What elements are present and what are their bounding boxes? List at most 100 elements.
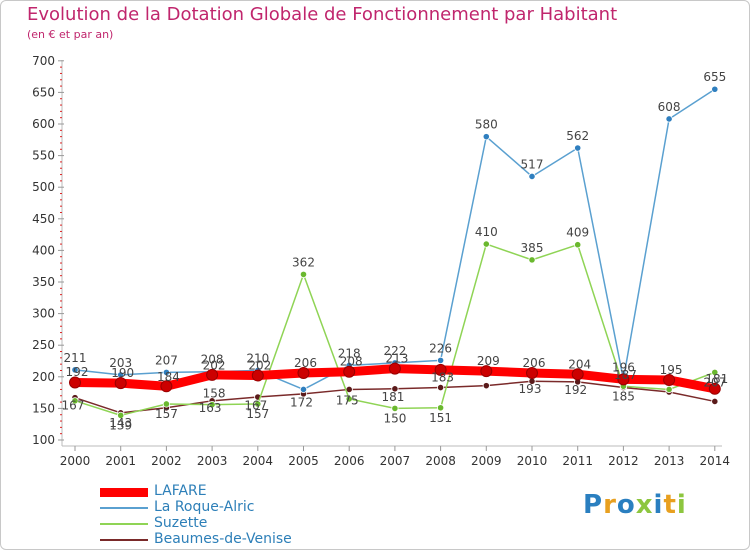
data-point	[665, 385, 673, 394]
data-point	[482, 133, 490, 141]
data-point	[711, 368, 719, 376]
data-label: 187	[614, 368, 637, 382]
data-label: 183	[431, 371, 454, 385]
data-label: 195	[660, 363, 683, 377]
x-tick-label: 2008	[425, 454, 456, 468]
data-label: 218	[338, 346, 361, 360]
data-point	[71, 397, 79, 405]
data-label: 655	[703, 70, 726, 84]
data-label: 151	[429, 411, 452, 425]
data-point	[162, 400, 170, 408]
x-tick-label: 2013	[654, 454, 685, 468]
data-point	[436, 356, 445, 364]
data-label: 207	[703, 375, 726, 389]
data-point	[254, 400, 262, 408]
data-label: 207	[155, 353, 178, 367]
logo-letter: i	[653, 490, 664, 520]
data-label: 203	[109, 356, 132, 370]
data-label: 175	[336, 394, 359, 408]
data-label: 222	[383, 344, 406, 358]
data-label: 163	[199, 401, 222, 415]
data-label: 185	[612, 389, 635, 403]
x-tick-label: 2004	[243, 454, 274, 468]
data-label: 409	[566, 226, 589, 240]
data-label: 167	[244, 399, 267, 413]
chart-subtitle: (en € et par an)	[27, 28, 114, 41]
x-tick-label: 2001	[105, 454, 136, 468]
data-label: 206	[294, 356, 317, 370]
y-tick-label: 450	[32, 212, 55, 226]
legend-swatch-suzette	[100, 523, 148, 525]
data-label: 190	[111, 366, 134, 380]
y-tick-label: 100	[32, 433, 55, 447]
data-label: 167	[62, 399, 85, 413]
data-label: 206	[523, 356, 546, 370]
logo-letter: P	[583, 490, 604, 520]
data-point	[299, 385, 308, 394]
data-point	[526, 367, 538, 380]
legend-swatch-beaumes-de-venise	[100, 539, 148, 541]
data-label: 226	[429, 341, 452, 355]
y-tick-label: 200	[32, 370, 55, 384]
x-tick-label: 2012	[608, 454, 639, 468]
data-point	[482, 382, 490, 390]
legend-label-suzette: Suzette	[154, 515, 208, 531]
x-tick-label: 2007	[380, 454, 411, 468]
data-label: 181	[705, 372, 728, 386]
data-label: 184	[157, 370, 180, 384]
data-label: 193	[519, 382, 542, 396]
data-point	[528, 256, 536, 264]
y-tick-label: 700	[32, 54, 55, 68]
data-point	[162, 368, 170, 376]
data-point	[711, 397, 719, 406]
logo-letter: i	[676, 490, 687, 520]
legend-swatch-lafare	[100, 488, 148, 497]
data-point	[388, 362, 401, 375]
data-label: 208	[201, 353, 224, 367]
data-point	[114, 377, 127, 390]
data-label: 208	[340, 355, 363, 369]
data-point	[208, 401, 216, 409]
chart-title: Evolution de la Dotation Globale de Fonc…	[27, 4, 618, 25]
y-tick-label: 650	[32, 85, 55, 99]
y-tick-label: 150	[32, 401, 55, 415]
data-label: 204	[568, 357, 591, 371]
data-point	[665, 115, 673, 123]
y-tick-label: 600	[32, 117, 55, 131]
data-point	[574, 144, 582, 152]
logo-letter: x	[635, 490, 654, 520]
logo-letter: r	[603, 490, 617, 520]
data-point	[391, 404, 399, 412]
data-point	[206, 368, 219, 381]
y-tick-label: 350	[32, 275, 55, 289]
data-label: 196	[612, 360, 635, 374]
x-tick-label: 2010	[517, 454, 548, 468]
data-label: 172	[290, 395, 313, 409]
data-point	[391, 385, 399, 393]
legend-label-la-roque-alric: La Roque-Alric	[154, 499, 255, 515]
x-tick-label: 2003	[197, 454, 228, 468]
data-point	[297, 367, 310, 380]
data-label: 202	[248, 359, 271, 373]
data-label: 410	[475, 225, 498, 239]
data-point	[480, 365, 493, 378]
data-label: 362	[292, 255, 315, 269]
data-point	[345, 395, 353, 403]
logo-letter: o	[616, 490, 636, 520]
data-point	[251, 369, 264, 382]
data-point	[571, 368, 584, 381]
data-point	[69, 376, 81, 389]
x-tick-label: 2006	[334, 454, 365, 468]
data-label: 157	[246, 407, 269, 421]
data-point	[117, 411, 125, 419]
data-point	[299, 270, 308, 279]
legend-label-beaumes-de-venise: Beaumes-de-Venise	[154, 531, 292, 547]
x-tick-label: 2002	[151, 454, 182, 468]
data-label: 209	[477, 354, 500, 368]
data-label: 139	[109, 418, 132, 432]
data-label: 157	[155, 407, 178, 421]
data-label: 385	[521, 241, 544, 255]
data-point	[160, 380, 173, 393]
legend-label-lafare: LAFARE	[154, 483, 207, 499]
